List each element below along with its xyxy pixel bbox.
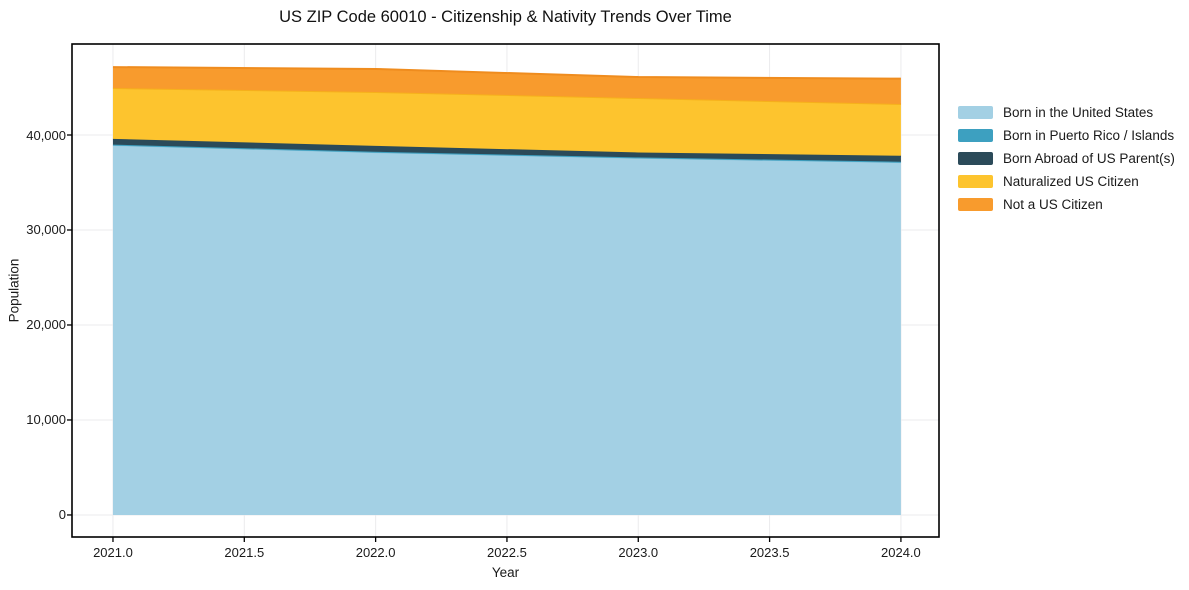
legend-label: Born in the United States (1003, 104, 1154, 120)
plot-border (71, 43, 940, 538)
legend-label: Not a US Citizen (1003, 196, 1103, 212)
y-tick-label: 0 (58, 507, 66, 523)
legend-swatch (958, 151, 993, 165)
chart-title: US ZIP Code 60010 - Citizenship & Nativi… (279, 8, 732, 26)
area-naturalized-us-citizen (112, 87, 901, 156)
legend-item: Born in the United States (958, 104, 1175, 120)
legend-item: Born Abroad of US Parent(s) (958, 150, 1175, 166)
legend-label: Born Abroad of US Parent(s) (1003, 150, 1175, 166)
x-tick-label: 2024.0 (881, 545, 921, 560)
x-tick-label: 2023.0 (618, 545, 659, 560)
x-tick-label: 2023.5 (749, 545, 790, 560)
area-born-in-the-united-states (112, 144, 901, 515)
y-tick-label: 30,000 (26, 222, 66, 238)
legend-item: Not a US Citizen (958, 196, 1175, 212)
legend-swatch (958, 197, 993, 211)
legend-swatch (958, 128, 993, 142)
area-not-a-us-citizen (112, 67, 901, 105)
legend-item: Naturalized US Citizen (958, 173, 1175, 189)
x-tick-label: 2022.5 (487, 545, 527, 560)
y-tick-label: 40,000 (26, 127, 66, 143)
legend-label: Naturalized US Citizen (1003, 173, 1139, 189)
legend: Born in the United States Born in Puerto … (958, 104, 1175, 212)
y-tick-label: 20,000 (26, 317, 66, 333)
y-tick-label: 10,000 (26, 412, 66, 428)
x-tick-label: 2021.5 (224, 545, 265, 560)
x-tick-label: 2021.0 (93, 545, 133, 560)
legend-swatch (958, 105, 993, 119)
legend-swatch (958, 174, 993, 188)
x-axis-title: Year (491, 565, 520, 580)
legend-item: Born in Puerto Rico / Islands (958, 127, 1175, 143)
area-top-edge-not-a-us-citizen (112, 66, 901, 80)
x-tick-label: 2022.0 (355, 545, 396, 560)
y-axis-title: Population (6, 258, 22, 323)
legend-label: Born in Puerto Rico / Islands (1003, 127, 1175, 143)
